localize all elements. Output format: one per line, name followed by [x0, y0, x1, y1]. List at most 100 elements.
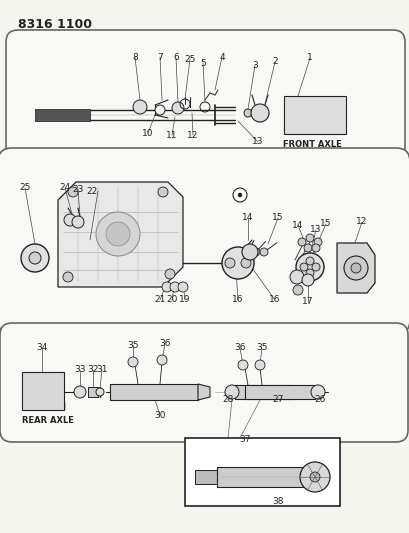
Text: REAR AXLE: REAR AXLE: [22, 416, 74, 425]
Text: 23: 23: [72, 185, 83, 195]
Circle shape: [21, 244, 49, 272]
Circle shape: [162, 282, 172, 292]
Circle shape: [155, 105, 164, 115]
Polygon shape: [336, 243, 374, 293]
Text: 14: 14: [292, 221, 303, 230]
Circle shape: [96, 212, 139, 256]
Circle shape: [133, 100, 147, 114]
Circle shape: [309, 472, 319, 482]
Bar: [216, 467, 306, 487]
Text: 5: 5: [200, 59, 205, 68]
Text: 4: 4: [219, 52, 224, 61]
Text: 8316 1100: 8316 1100: [18, 18, 92, 31]
Text: 11: 11: [166, 131, 178, 140]
Circle shape: [225, 385, 238, 399]
Text: 36: 36: [159, 340, 170, 349]
Circle shape: [350, 263, 360, 273]
Circle shape: [305, 257, 313, 265]
Circle shape: [237, 360, 247, 370]
Text: 31: 31: [96, 366, 108, 375]
Circle shape: [305, 234, 313, 242]
Circle shape: [172, 102, 184, 114]
Text: 21: 21: [154, 295, 165, 304]
Circle shape: [74, 386, 86, 398]
Text: 12: 12: [187, 131, 198, 140]
Circle shape: [225, 258, 234, 268]
Text: 27: 27: [272, 395, 283, 405]
Text: 37: 37: [239, 435, 250, 445]
Circle shape: [72, 216, 84, 228]
Circle shape: [64, 214, 76, 226]
Text: 19: 19: [179, 295, 190, 304]
Bar: [234, 385, 292, 399]
Text: 32: 32: [87, 366, 99, 375]
Text: 36: 36: [234, 343, 245, 352]
Text: 33: 33: [74, 366, 85, 375]
Circle shape: [63, 272, 73, 282]
Circle shape: [221, 247, 254, 279]
Text: 2: 2: [272, 58, 277, 67]
Text: 3: 3: [252, 61, 257, 69]
Circle shape: [237, 193, 241, 197]
Circle shape: [311, 263, 319, 271]
Bar: [245, 385, 314, 399]
Circle shape: [240, 258, 250, 268]
Text: 13: 13: [310, 225, 321, 235]
Text: 17: 17: [301, 297, 313, 306]
Circle shape: [170, 282, 180, 292]
Polygon shape: [198, 384, 209, 400]
Circle shape: [343, 256, 367, 280]
Bar: [195, 470, 216, 484]
Circle shape: [305, 269, 313, 277]
Text: 15: 15: [319, 220, 331, 229]
Circle shape: [259, 248, 267, 256]
Text: 28: 28: [222, 395, 233, 405]
Circle shape: [157, 187, 168, 197]
Circle shape: [250, 104, 268, 122]
Circle shape: [295, 253, 323, 281]
Circle shape: [241, 244, 257, 260]
FancyBboxPatch shape: [6, 30, 404, 166]
Circle shape: [96, 388, 104, 396]
Text: 25: 25: [19, 183, 31, 192]
Text: 15: 15: [272, 214, 283, 222]
Bar: [110, 384, 198, 400]
Bar: [22, 372, 64, 410]
Text: 35: 35: [256, 343, 267, 352]
Text: 13: 13: [252, 138, 263, 147]
Circle shape: [164, 269, 175, 279]
Text: 6: 6: [173, 53, 178, 62]
Text: 16: 16: [269, 295, 280, 304]
Circle shape: [243, 109, 252, 117]
Text: 7: 7: [157, 52, 162, 61]
FancyBboxPatch shape: [0, 323, 407, 442]
Circle shape: [252, 248, 259, 256]
Circle shape: [311, 244, 319, 252]
Text: 38: 38: [272, 497, 283, 506]
Text: 14: 14: [242, 214, 253, 222]
Text: 24: 24: [59, 183, 70, 192]
Text: 1: 1: [306, 53, 312, 62]
Text: 8: 8: [132, 52, 137, 61]
Circle shape: [301, 274, 313, 286]
Circle shape: [232, 188, 246, 202]
Bar: [283, 96, 345, 134]
Text: 35: 35: [127, 341, 138, 350]
Text: FRONT AXLE: FRONT AXLE: [282, 140, 341, 149]
Circle shape: [299, 263, 307, 271]
Text: 26: 26: [314, 395, 325, 405]
Polygon shape: [58, 182, 182, 287]
Circle shape: [292, 285, 302, 295]
Text: 20: 20: [166, 295, 177, 304]
Circle shape: [310, 385, 324, 399]
Circle shape: [297, 238, 305, 246]
Text: 16: 16: [231, 295, 243, 304]
Circle shape: [68, 187, 78, 197]
Text: 22: 22: [87, 187, 98, 196]
Circle shape: [254, 360, 264, 370]
Circle shape: [178, 282, 188, 292]
Text: 34: 34: [36, 343, 47, 352]
Circle shape: [128, 357, 138, 367]
Text: 12: 12: [355, 217, 367, 227]
Text: 10: 10: [142, 128, 153, 138]
